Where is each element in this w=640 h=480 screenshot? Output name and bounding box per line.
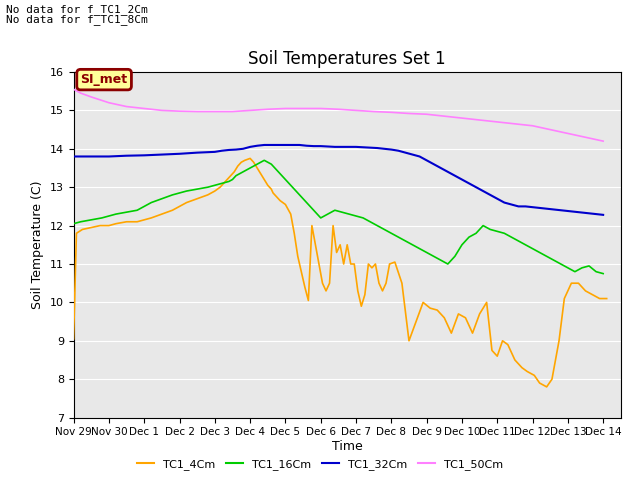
- TC1_32Cm: [260, 142, 268, 148]
- Line: TC1_32Cm: TC1_32Cm: [74, 145, 603, 215]
- TC1_50Cm: [352, 108, 360, 113]
- TC1_50Cm: [387, 109, 395, 115]
- Text: SI_met: SI_met: [81, 73, 127, 86]
- TC1_50Cm: [158, 108, 166, 113]
- TC1_32Cm: [289, 142, 296, 148]
- TC1_16Cm: [250, 163, 257, 169]
- TC1_16Cm: [70, 221, 77, 227]
- TC1_32Cm: [345, 144, 353, 150]
- TC1_16Cm: [193, 186, 201, 192]
- TC1_50Cm: [440, 113, 448, 119]
- TC1_16Cm: [314, 211, 321, 217]
- TC1_50Cm: [564, 131, 572, 136]
- TC1_4Cm: [70, 336, 77, 342]
- TC1_4Cm: [326, 280, 333, 286]
- Legend: TC1_4Cm, TC1_16Cm, TC1_32Cm, TC1_50Cm: TC1_4Cm, TC1_16Cm, TC1_32Cm, TC1_50Cm: [133, 455, 507, 474]
- Title: Soil Temperatures Set 1: Soil Temperatures Set 1: [248, 49, 446, 68]
- TC1_4Cm: [354, 288, 362, 294]
- Line: TC1_4Cm: TC1_4Cm: [74, 158, 607, 387]
- TC1_50Cm: [458, 115, 466, 121]
- TC1_32Cm: [543, 206, 550, 212]
- TC1_50Cm: [77, 90, 84, 96]
- TC1_4Cm: [112, 221, 120, 227]
- TC1_50Cm: [175, 108, 183, 114]
- Text: No data for f_TC1_2Cm: No data for f_TC1_2Cm: [6, 4, 148, 15]
- X-axis label: Time: Time: [332, 440, 363, 453]
- TC1_4Cm: [379, 288, 387, 294]
- TC1_4Cm: [543, 384, 550, 390]
- TC1_32Cm: [599, 212, 607, 218]
- TC1_50Cm: [405, 110, 413, 116]
- TC1_32Cm: [387, 147, 395, 153]
- TC1_50Cm: [264, 107, 271, 112]
- TC1_16Cm: [260, 157, 268, 163]
- TC1_32Cm: [70, 154, 77, 159]
- TC1_16Cm: [268, 161, 275, 167]
- TC1_50Cm: [246, 108, 254, 113]
- Text: No data for f_TC1_8Cm: No data for f_TC1_8Cm: [6, 13, 148, 24]
- TC1_50Cm: [423, 111, 431, 117]
- TC1_50Cm: [493, 119, 501, 125]
- TC1_4Cm: [246, 156, 254, 161]
- TC1_50Cm: [317, 106, 324, 111]
- TC1_16Cm: [571, 269, 579, 275]
- TC1_50Cm: [211, 108, 219, 114]
- TC1_50Cm: [88, 94, 95, 100]
- TC1_50Cm: [476, 117, 483, 123]
- TC1_50Cm: [70, 86, 77, 92]
- TC1_50Cm: [547, 127, 554, 132]
- Line: TC1_16Cm: TC1_16Cm: [74, 160, 603, 274]
- TC1_50Cm: [300, 106, 307, 111]
- TC1_50Cm: [529, 123, 536, 129]
- TC1_50Cm: [511, 121, 519, 127]
- TC1_32Cm: [253, 143, 261, 149]
- TC1_16Cm: [253, 161, 261, 167]
- TC1_16Cm: [599, 271, 607, 276]
- TC1_50Cm: [582, 134, 589, 140]
- Y-axis label: Soil Temperature (C): Soil Temperature (C): [31, 180, 44, 309]
- TC1_4Cm: [461, 315, 469, 321]
- TC1_50Cm: [193, 108, 201, 114]
- TC1_50Cm: [599, 138, 607, 144]
- TC1_32Cm: [585, 210, 593, 216]
- TC1_50Cm: [335, 107, 342, 112]
- TC1_50Cm: [282, 106, 289, 111]
- TC1_50Cm: [228, 108, 236, 114]
- Line: TC1_50Cm: TC1_50Cm: [74, 89, 603, 141]
- TC1_50Cm: [140, 106, 148, 111]
- TC1_50Cm: [370, 108, 378, 114]
- TC1_50Cm: [105, 100, 113, 106]
- TC1_4Cm: [603, 296, 611, 301]
- TC1_50Cm: [123, 104, 131, 109]
- TC1_4Cm: [133, 219, 141, 225]
